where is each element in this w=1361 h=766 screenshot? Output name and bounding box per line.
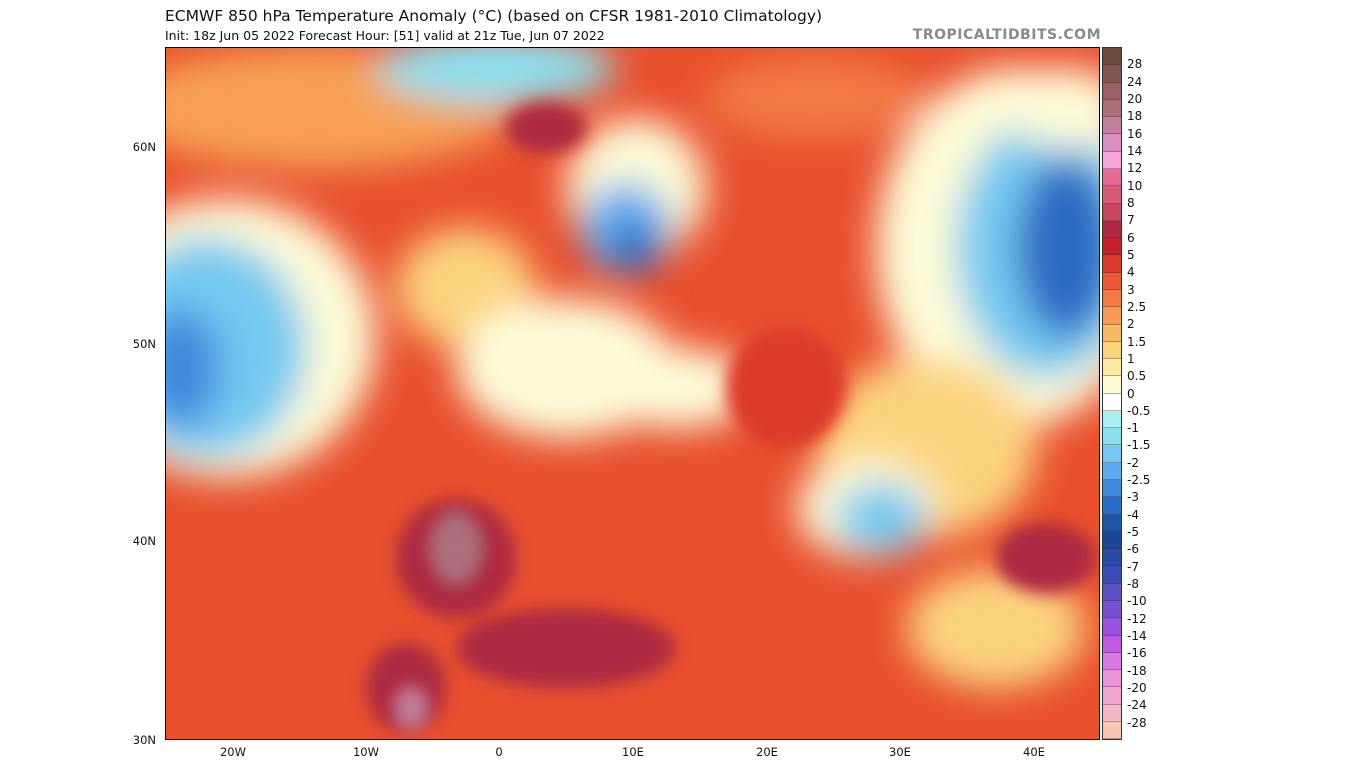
colorbar-label: 20 <box>1127 91 1143 106</box>
colorbar-label: -24 <box>1127 698 1147 713</box>
anomaly-field <box>166 48 1099 739</box>
colorbar-bin <box>1103 359 1121 377</box>
colorbar-bin <box>1103 48 1121 66</box>
chart-title: ECMWF 850 hPa Temperature Anomaly (°C) (… <box>165 7 823 25</box>
colorbar <box>1102 47 1122 740</box>
colorbar-label: -1.5 <box>1127 438 1151 453</box>
colorbar-label: 28 <box>1127 57 1143 72</box>
colorbar-bin <box>1103 238 1121 256</box>
colorbar-bin <box>1103 203 1121 221</box>
colorbar-label: -1 <box>1127 421 1139 436</box>
colorbar-bin <box>1103 134 1121 152</box>
lon-label-20e: 20E <box>756 745 778 759</box>
colorbar-bin <box>1103 255 1121 273</box>
lat-label-40n: 40N <box>132 534 156 548</box>
colorbar-bin <box>1103 549 1121 567</box>
colorbar-bin <box>1103 410 1121 429</box>
colorbar-bin <box>1103 168 1121 187</box>
colorbar-label: 4 <box>1127 265 1135 280</box>
watermark: TROPICALTIDBITS.COM <box>912 27 1101 43</box>
colorbar-bin <box>1103 704 1121 722</box>
lon-label-30e: 30E <box>889 745 911 759</box>
colorbar-bin <box>1103 462 1121 481</box>
colorbar-bin <box>1103 376 1121 394</box>
colorbar-bin <box>1103 601 1121 619</box>
colorbar-label: 18 <box>1127 109 1143 124</box>
colorbar-label: 16 <box>1127 126 1143 141</box>
colorbar-bin <box>1103 428 1121 446</box>
forecast-subtitle: Init: 18z Jun 05 2022 Forecast Hour: [51… <box>165 28 605 43</box>
colorbar-label: 0.5 <box>1127 369 1147 384</box>
colorbar-label: -18 <box>1127 663 1147 678</box>
colorbar-bin <box>1103 186 1121 204</box>
colorbar-bin <box>1103 670 1121 688</box>
colorbar-label: -6 <box>1127 542 1139 557</box>
lat-label-60n: 60N <box>132 140 156 154</box>
colorbar-bin <box>1103 445 1121 463</box>
lon-label-10w: 10W <box>352 745 380 759</box>
colorbar-label: 2.5 <box>1127 299 1147 314</box>
colorbar-bin <box>1103 220 1121 239</box>
colorbar-label: -12 <box>1127 611 1147 626</box>
colorbar-label: 14 <box>1127 143 1143 158</box>
colorbar-label: 8 <box>1127 195 1135 210</box>
colorbar-bin <box>1103 721 1121 740</box>
colorbar-label: 7 <box>1127 213 1135 228</box>
colorbar-bin <box>1103 289 1121 308</box>
colorbar-label: -4 <box>1127 507 1139 522</box>
colorbar-bin <box>1103 618 1121 636</box>
colorbar-label: 2 <box>1127 317 1135 332</box>
colorbar-label: 12 <box>1127 161 1143 176</box>
colorbar-label: -8 <box>1127 577 1139 592</box>
colorbar-bin <box>1103 393 1121 411</box>
colorbar-bin <box>1103 307 1121 325</box>
colorbar-bin <box>1103 480 1121 498</box>
colorbar-bin <box>1103 583 1121 601</box>
colorbar-label: 1 <box>1127 351 1135 366</box>
colorbar-label: 0 <box>1127 386 1135 401</box>
colorbar-label: -0.5 <box>1127 403 1151 418</box>
colorbar-bin <box>1103 341 1121 360</box>
colorbar-label: -16 <box>1127 646 1147 661</box>
colorbar-label: -2 <box>1127 455 1139 470</box>
colorbar-label: -7 <box>1127 559 1139 574</box>
colorbar-label: 5 <box>1127 247 1135 262</box>
colorbar-bin <box>1103 566 1121 584</box>
colorbar-label: 24 <box>1127 74 1143 89</box>
colorbar-bin <box>1103 514 1121 532</box>
colorbar-label: -2.5 <box>1127 473 1151 488</box>
colorbar-label: -14 <box>1127 629 1147 644</box>
colorbar-bin <box>1103 324 1121 342</box>
colorbar-label: -20 <box>1127 681 1147 696</box>
colorbar-label: 10 <box>1127 178 1143 193</box>
colorbar-bin <box>1103 652 1121 671</box>
lon-label-0: 0 <box>495 745 503 759</box>
colorbar-label: 1.5 <box>1127 334 1147 349</box>
colorbar-label: -10 <box>1127 594 1147 609</box>
colorbar-bin <box>1103 82 1121 100</box>
colorbar-label: 6 <box>1127 230 1135 245</box>
colorbar-label: 3 <box>1127 282 1135 297</box>
colorbar-bin <box>1103 117 1121 135</box>
lat-label-50n: 50N <box>132 337 156 351</box>
lat-label-30n: 30N <box>132 733 156 747</box>
colorbar-bin <box>1103 272 1121 290</box>
colorbar-bin <box>1103 635 1121 653</box>
colorbar-label: -3 <box>1127 490 1139 505</box>
anomaly-map <box>165 47 1100 740</box>
lon-label-40e: 40E <box>1023 745 1045 759</box>
colorbar-bin <box>1103 687 1121 705</box>
colorbar-label: -28 <box>1127 715 1147 730</box>
colorbar-bin <box>1103 65 1121 83</box>
colorbar-bin <box>1103 151 1121 169</box>
colorbar-bin <box>1103 531 1121 550</box>
lon-label-20w: 20W <box>219 745 247 759</box>
colorbar-label: -5 <box>1127 525 1139 540</box>
colorbar-bin <box>1103 497 1121 515</box>
colorbar-bin <box>1103 99 1121 118</box>
lon-label-10e: 10E <box>622 745 644 759</box>
